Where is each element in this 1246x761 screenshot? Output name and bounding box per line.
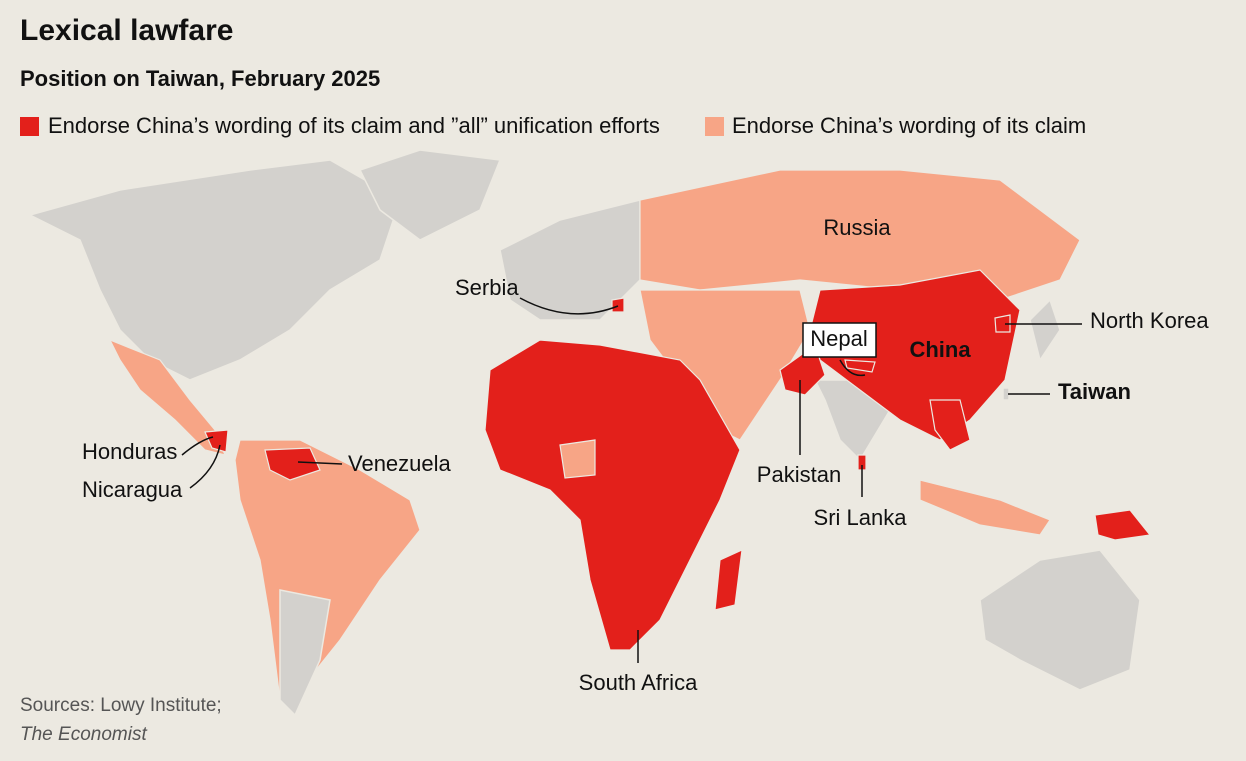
country xyxy=(611,297,625,313)
legend-label: Endorse China’s wording of its claim and… xyxy=(48,113,660,138)
legend-label: Endorse China’s wording of its claim xyxy=(732,113,1086,138)
country xyxy=(714,549,743,611)
leader-line xyxy=(519,297,619,315)
country xyxy=(1094,509,1152,541)
country-label: Sri Lanka xyxy=(814,505,908,530)
leader-line xyxy=(189,444,221,489)
land xyxy=(279,589,331,717)
source: The Economist xyxy=(20,724,147,745)
subtitle: Position on Taiwan, February 2025 xyxy=(20,66,380,91)
country xyxy=(264,447,321,481)
country xyxy=(559,439,596,479)
source: Sources: Lowy Institute; xyxy=(20,695,222,716)
country-label: Venezuela xyxy=(348,451,452,476)
annotations: Russia Serbia North Korea Nepal China Ta… xyxy=(82,215,1209,695)
country xyxy=(484,339,741,651)
legend-swatch xyxy=(705,117,724,136)
land xyxy=(1002,387,1010,401)
country-label: Serbia xyxy=(455,275,519,300)
leader-line xyxy=(181,436,214,456)
label-box xyxy=(802,322,877,358)
country xyxy=(639,169,1081,301)
leader-line xyxy=(297,461,343,465)
country-label: Nepal xyxy=(810,326,867,351)
country-label: South Africa xyxy=(579,670,698,695)
land xyxy=(358,149,502,241)
country xyxy=(108,338,226,456)
land xyxy=(27,159,401,381)
leader-line xyxy=(839,359,866,377)
country xyxy=(994,314,1011,333)
country xyxy=(919,479,1051,536)
land xyxy=(1029,298,1061,362)
country-label: Nicaragua xyxy=(82,477,183,502)
country xyxy=(929,399,971,451)
legend-swatch xyxy=(20,117,39,136)
country-label: China xyxy=(909,337,971,362)
land xyxy=(979,549,1141,691)
country-label: Russia xyxy=(823,215,891,240)
country xyxy=(204,429,229,453)
world-map xyxy=(27,149,1152,717)
country-label: North Korea xyxy=(1090,308,1209,333)
country-label: Taiwan xyxy=(1058,379,1131,404)
title: Lexical lawfare xyxy=(20,14,233,47)
country xyxy=(639,289,811,441)
country-label: Pakistan xyxy=(757,462,841,487)
country-label: Honduras xyxy=(82,439,177,464)
country xyxy=(857,454,867,471)
country xyxy=(844,359,876,373)
